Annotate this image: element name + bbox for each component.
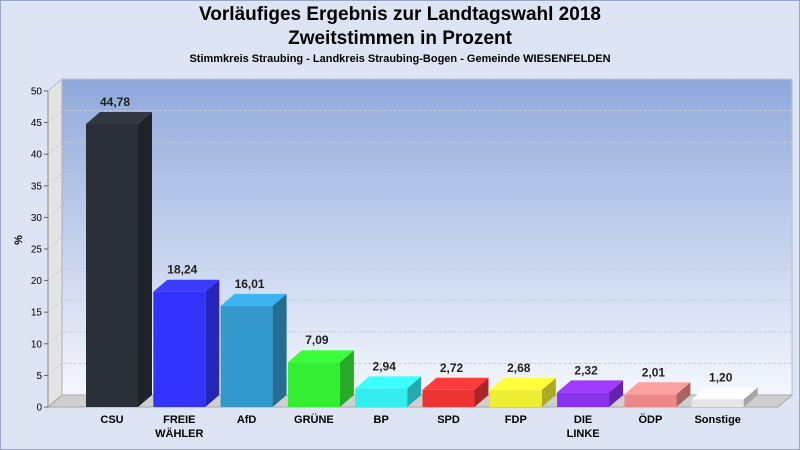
- bar-side: [407, 376, 422, 407]
- data-label: 18,24: [167, 263, 197, 277]
- y-tick-label: 10: [31, 339, 43, 350]
- bar: [287, 350, 354, 407]
- bar-side: [474, 377, 489, 407]
- y-tick-label: 45: [31, 118, 43, 129]
- gridline: [47, 331, 792, 345]
- bar-front: [422, 389, 475, 407]
- bar-top: [422, 377, 489, 390]
- data-label: 7,09: [305, 333, 329, 347]
- x-tick-label: LINKE: [567, 428, 600, 440]
- data-label: 1,20: [709, 370, 733, 384]
- bar-top: [220, 293, 287, 306]
- bars: [86, 111, 758, 407]
- bar-side: [676, 382, 691, 407]
- gridlines: [47, 78, 792, 376]
- y-tick-label: 35: [31, 181, 43, 192]
- bar-top: [287, 350, 354, 363]
- bar-top: [86, 111, 152, 124]
- data-label: 2,01: [642, 365, 666, 379]
- gridline: [47, 141, 792, 155]
- bar-front: [153, 291, 206, 407]
- x-tick-label: AfD: [237, 414, 257, 426]
- y-tick-label: 50: [31, 87, 43, 98]
- bar-front: [691, 399, 744, 407]
- x-tick-label: FREIE: [163, 414, 195, 426]
- gridline: [47, 299, 792, 313]
- bar: [422, 377, 489, 407]
- x-tick-label: DIE: [574, 414, 592, 426]
- data-label: 2,32: [574, 363, 598, 377]
- data-label: 2,94: [373, 359, 397, 373]
- chart-title: Vorläufiges Ergebnis zur Landtagswahl 20…: [199, 4, 601, 25]
- value-labels: 44,78 18,24 16,01 7,09 2,94 2,72 2,68 2,32 2,01 1…: [100, 95, 733, 384]
- bar-top: [489, 378, 556, 391]
- bar-side: [138, 111, 152, 407]
- gridline: [47, 110, 792, 123]
- y-axis-label: %: [13, 235, 25, 245]
- x-tick-label: WÄHLER: [155, 427, 203, 440]
- data-label: 2,72: [440, 361, 464, 375]
- bar: [557, 380, 624, 407]
- bar-side: [609, 380, 624, 407]
- y-tick-label: 20: [31, 276, 43, 287]
- bar-side: [339, 350, 354, 407]
- gridline: [47, 236, 792, 250]
- x-tick-label: GRÜNE: [294, 413, 334, 426]
- bar: [489, 378, 556, 407]
- plot-left-wall: [47, 77, 63, 409]
- bar-front: [624, 394, 677, 407]
- data-label: 16,01: [235, 277, 265, 291]
- gridline: [47, 362, 792, 376]
- data-label: 2,68: [507, 361, 531, 375]
- y-tick-label: 40: [31, 150, 43, 161]
- bar-top: [557, 380, 624, 393]
- x-tick-label: Sonstige: [694, 414, 740, 426]
- bar-side: [205, 279, 220, 407]
- bar: [691, 387, 758, 407]
- bar: [220, 293, 287, 407]
- bar-top: [691, 387, 758, 400]
- data-label: 44,78: [100, 95, 130, 109]
- y-tick-label: 15: [31, 308, 43, 319]
- y-axis: 0 5 10 15 20 25 30 35 40 45 50: [31, 87, 49, 414]
- y-tick-label: 25: [31, 245, 43, 256]
- bar-front: [355, 388, 408, 407]
- bar-front: [287, 362, 340, 407]
- gridline: [47, 268, 792, 281]
- y-tick-label: 30: [31, 213, 43, 224]
- bar-side: [272, 293, 287, 407]
- bar: [86, 111, 152, 407]
- x-tick-label: SPD: [437, 414, 460, 426]
- x-tick-label: BP: [374, 414, 389, 426]
- bar-side: [541, 378, 556, 407]
- y-tick-label: 0: [36, 403, 42, 414]
- chart-title-line2: Zweitstimmen in Prozent: [288, 28, 512, 49]
- x-tick-label: CSU: [100, 414, 123, 426]
- bar-front: [557, 392, 610, 407]
- bar: [355, 376, 422, 407]
- chart-subtitle: Stimmkreis Straubing - Landkreis Straubi…: [189, 53, 611, 65]
- bar-front: [220, 305, 273, 407]
- bar-side: [743, 387, 758, 407]
- bar: [153, 279, 220, 407]
- bar-front: [489, 390, 542, 407]
- gridline: [47, 204, 792, 218]
- gridline: [47, 173, 792, 187]
- bar-front: [86, 123, 138, 407]
- gridline: [47, 78, 792, 92]
- bar-top: [355, 376, 422, 389]
- x-tick-label: FDP: [505, 414, 527, 426]
- bar: [624, 382, 691, 407]
- x-tick-label: ÖDP: [638, 413, 662, 426]
- bar-top: [624, 382, 691, 395]
- y-tick-label: 5: [36, 371, 42, 382]
- bar-top: [153, 279, 220, 292]
